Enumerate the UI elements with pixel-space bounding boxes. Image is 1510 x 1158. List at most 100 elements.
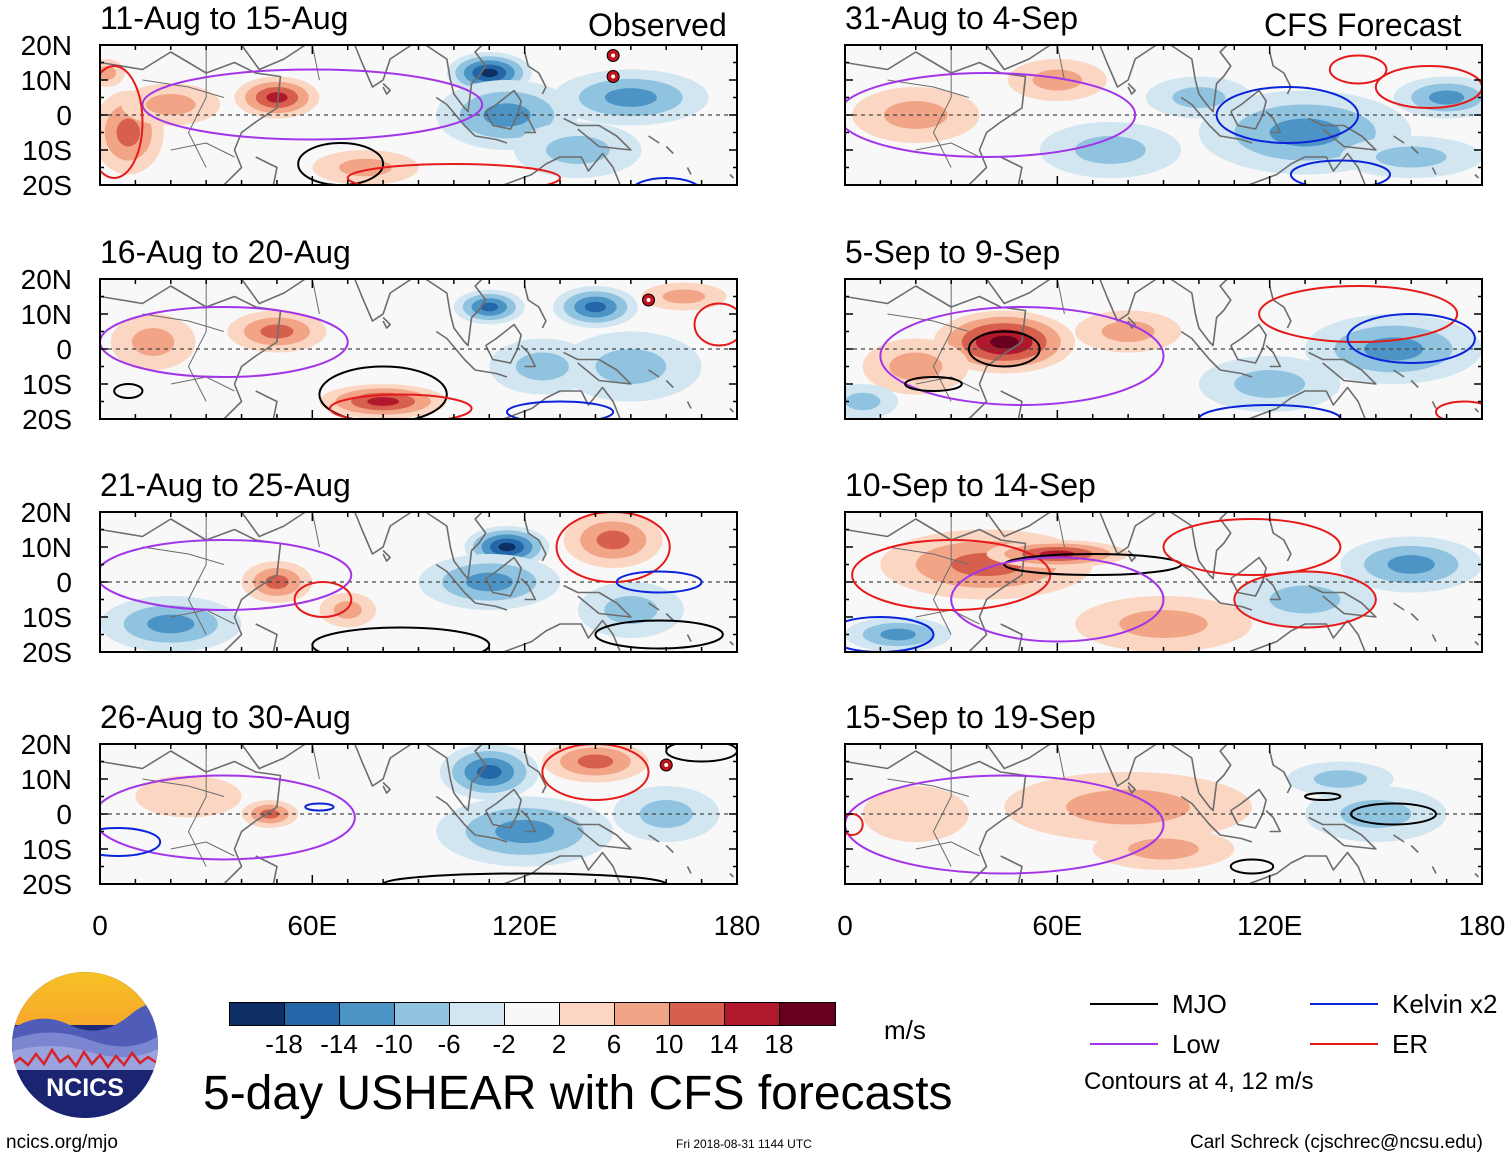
contour-er — [293, 581, 353, 618]
colorbar-tick-label: -14 — [320, 1029, 358, 1059]
contour-er — [693, 302, 737, 347]
colorbar-swatch — [395, 1003, 450, 1025]
colorbar-tick-label: -6 — [437, 1029, 461, 1059]
y-tick-label: 10N — [20, 65, 72, 96]
colorbar-swatch — [230, 1003, 285, 1025]
shear-anomaly-blob — [1340, 136, 1482, 178]
colorbar-swatch — [560, 1003, 615, 1025]
panel-title: 10-Sep to 14-Sep — [845, 467, 1096, 503]
contours-note: Contours at 4, 12 m/s — [1084, 1068, 1314, 1095]
colorbar-swatch — [615, 1003, 670, 1025]
colorbar-swatch — [505, 1003, 560, 1025]
contour-kelvin — [633, 177, 699, 185]
legend-line-low — [1090, 1043, 1158, 1045]
shear-anomaly-blob — [1075, 310, 1182, 353]
contour-er — [1435, 400, 1482, 419]
shear-anomaly-blob — [845, 384, 899, 419]
x-tick-label: 60E — [1032, 910, 1083, 941]
map-panel — [845, 744, 1482, 884]
shear-anomaly-blob — [1145, 76, 1252, 119]
shear-anomaly-blob — [100, 596, 242, 652]
contour-mjo — [967, 330, 1041, 368]
colorbar-swatch — [780, 1003, 835, 1025]
coastline — [845, 45, 1480, 185]
legend-label-mjo: MJO — [1172, 989, 1227, 1019]
x-tick-label: 60E — [287, 910, 338, 941]
contour-mjo — [594, 619, 724, 650]
contour-mjo — [318, 365, 448, 419]
shear-anomaly-blob — [552, 286, 638, 328]
footer-timestamp: Fri 2018-08-31 1144 UTC — [676, 1137, 812, 1151]
shear-anomaly-blob — [1075, 596, 1252, 652]
shear-anomaly-blob — [613, 786, 720, 842]
y-tick-label: 20N — [20, 264, 72, 295]
contour-er — [346, 163, 562, 185]
contour-er — [541, 744, 650, 801]
panel-title: 26-Aug to 30-Aug — [100, 699, 351, 735]
y-tick-label: 0 — [56, 799, 72, 830]
contour-low — [950, 556, 1165, 643]
colorbar-swatch — [340, 1003, 395, 1025]
colorbar-swatch — [670, 1003, 725, 1025]
colorbar-swatch — [725, 1003, 780, 1025]
y-tick-label: 20S — [22, 637, 72, 668]
y-tick-label: 10S — [22, 834, 72, 865]
chart-title: 5-day USHEAR with CFS forecasts — [203, 1067, 953, 1120]
coastline — [845, 744, 1480, 884]
contour-er — [100, 65, 144, 179]
y-tick-label: 20S — [22, 170, 72, 201]
map-panel — [100, 45, 737, 185]
shear-anomaly-blob — [439, 744, 539, 800]
shear-anomaly-blob — [1007, 59, 1107, 101]
panel-title: 11-Aug to 15-Aug — [100, 0, 349, 36]
shear-anomaly-blob — [446, 52, 532, 94]
shear-anomaly-blob — [1340, 536, 1482, 593]
x-tick-label: 180 — [1458, 910, 1506, 941]
y-tick-label: 0 — [56, 100, 72, 131]
legend-label-er: ER — [1392, 1029, 1429, 1059]
shear-anomaly-blob — [852, 87, 980, 143]
map-panel — [845, 512, 1482, 652]
x-tick-label: 0 — [92, 910, 108, 941]
x-tick-label: 120E — [491, 910, 558, 941]
shear-anomaly-blob — [135, 775, 242, 818]
coastline — [100, 279, 735, 419]
observed-label: Observed — [588, 7, 727, 43]
contour-er — [555, 512, 671, 583]
shear-anomaly-blob — [862, 338, 969, 395]
panel-title: 16-Aug to 20-Aug — [100, 234, 351, 270]
shear-anomaly-blob — [121, 83, 221, 126]
contour-kelvin — [845, 616, 935, 652]
contour-mjo — [382, 872, 668, 884]
forecast-label: CFS Forecast — [1264, 7, 1462, 43]
map-panel — [845, 279, 1482, 419]
shear-anomaly-blob — [1004, 772, 1252, 842]
shear-anomaly-blob — [560, 331, 702, 402]
footer-author: Carl Schreck (cjschrec@ncsu.edu) — [1190, 1132, 1483, 1153]
footer-url[interactable]: ncics.org/mjo — [6, 1132, 118, 1153]
shear-anomaly-blob — [641, 282, 727, 311]
map-panel — [100, 512, 737, 652]
contour-er — [329, 393, 473, 419]
contour-er — [1162, 518, 1342, 576]
coastline — [845, 279, 1480, 419]
y-tick-label: 10N — [20, 532, 72, 563]
storm-marker — [642, 293, 656, 307]
y-tick-label: 0 — [56, 567, 72, 598]
storm-marker — [606, 70, 620, 83]
y-tick-label: 10S — [22, 602, 72, 633]
shear-anomaly-blob — [319, 592, 377, 628]
contour-mjo — [1350, 802, 1437, 826]
legend-item-er: ER — [1310, 1030, 1428, 1058]
contour-kelvin — [1215, 86, 1360, 144]
colorbar-tick-label: 6 — [606, 1029, 622, 1059]
shear-anomaly-blob — [845, 617, 952, 652]
y-tick-label: 20N — [20, 497, 72, 528]
map-panel — [100, 279, 737, 419]
legend-line-kelvin — [1310, 1003, 1378, 1005]
colorbar-tick-label: 14 — [709, 1029, 739, 1059]
contour-kelvin — [1289, 159, 1391, 185]
legend-label-kelvin: Kelvin x2 — [1392, 989, 1498, 1019]
shear-anomaly-blob — [312, 150, 419, 185]
x-tick-label: 120E — [1236, 910, 1303, 941]
